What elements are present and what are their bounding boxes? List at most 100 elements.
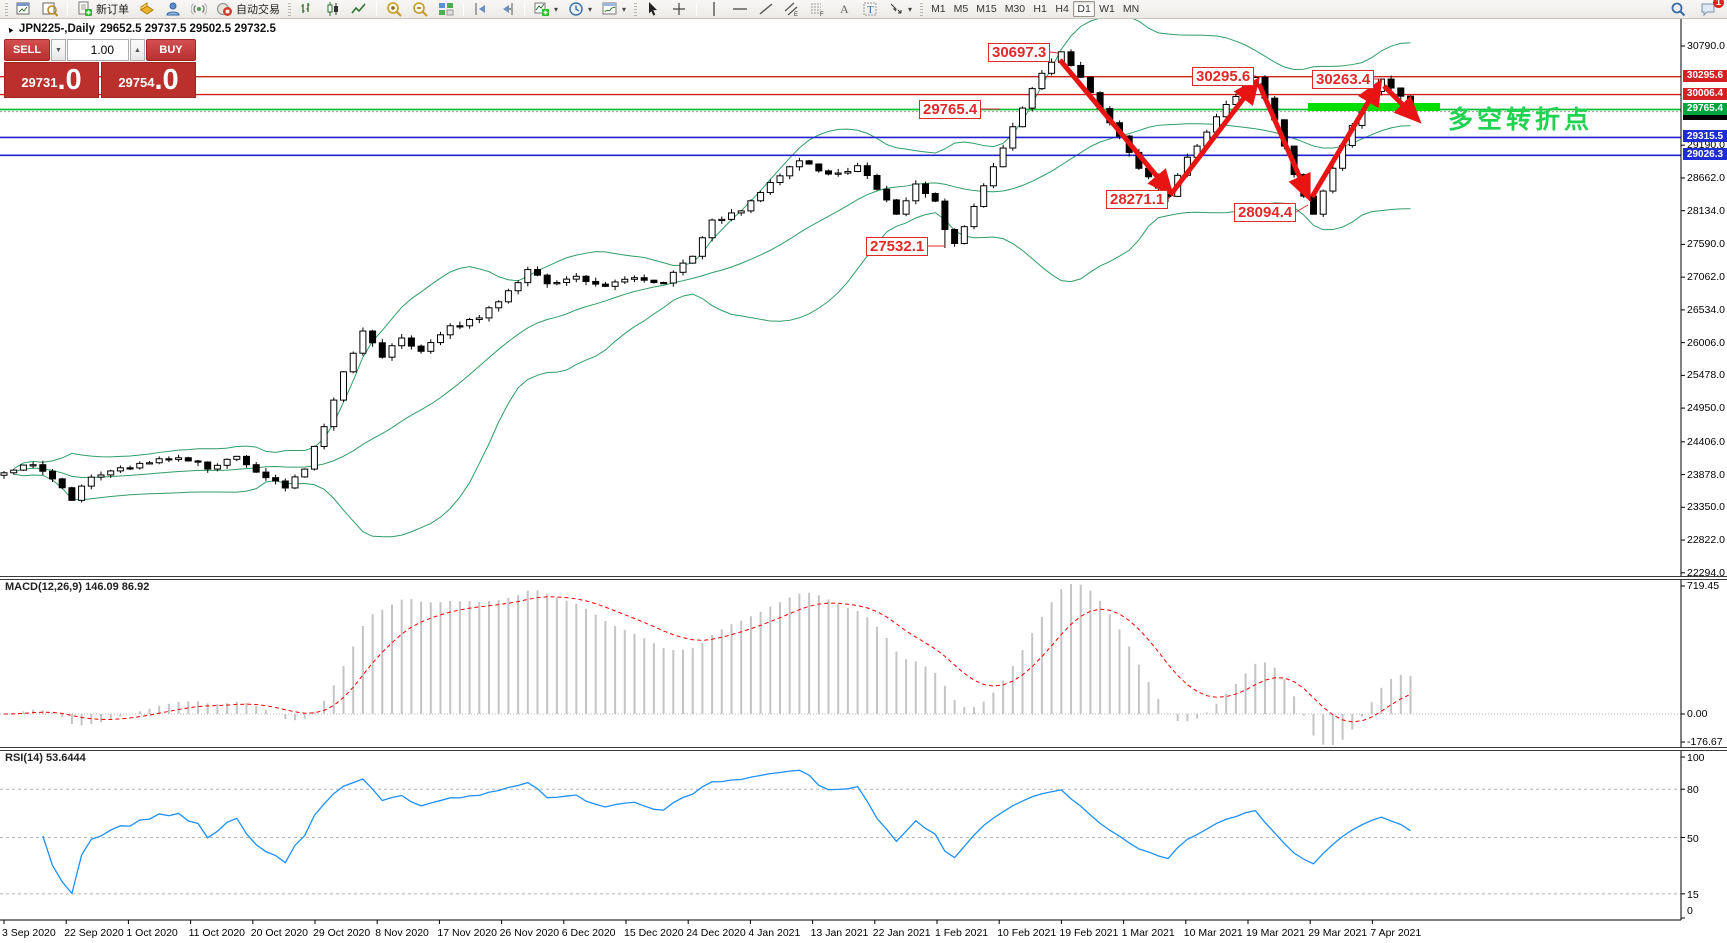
indicators-button[interactable]: ▾ bbox=[530, 1, 562, 18]
candle-body bbox=[786, 166, 794, 177]
chart-window-button[interactable] bbox=[12, 1, 36, 18]
zoom-in-button[interactable] bbox=[382, 1, 406, 18]
buy-price-display[interactable]: 29754.0 bbox=[101, 62, 196, 98]
candle-body bbox=[572, 275, 580, 280]
periods-button[interactable]: ▾ bbox=[564, 1, 596, 18]
timeframe-m1[interactable]: M1 bbox=[931, 3, 946, 15]
candle-body bbox=[213, 464, 221, 470]
trendline-button[interactable] bbox=[754, 1, 778, 18]
timeframe-h4[interactable]: H4 bbox=[1055, 3, 1069, 15]
chart-autoscroll-button[interactable] bbox=[495, 1, 519, 18]
timeframe-h1[interactable]: H1 bbox=[1033, 3, 1047, 15]
arrows-button[interactable]: ▾ bbox=[884, 1, 916, 18]
price-tick: 26534.0 bbox=[1687, 303, 1725, 316]
timeframe-d1[interactable]: D1 bbox=[1073, 1, 1096, 17]
chart-window-icon bbox=[16, 2, 30, 15]
sell-button[interactable]: SELL bbox=[4, 39, 50, 61]
data-window-button[interactable] bbox=[38, 1, 62, 18]
crosshair-icon bbox=[673, 3, 686, 15]
price-badge: 29026.3 bbox=[1683, 148, 1727, 161]
horizontal-line-button[interactable] bbox=[728, 1, 752, 18]
candle-body bbox=[601, 283, 609, 287]
templates-button[interactable]: ▾ bbox=[598, 1, 630, 18]
community-button[interactable] bbox=[161, 1, 185, 18]
chart-shift-button[interactable] bbox=[469, 1, 493, 18]
candle-body bbox=[514, 282, 522, 292]
fibonacci-button[interactable]: F bbox=[806, 1, 830, 18]
candle-body bbox=[960, 226, 968, 244]
price-flag-29765.4[interactable]: 29765.4 bbox=[919, 100, 982, 119]
sell-price-display[interactable]: 29731.0 bbox=[4, 62, 99, 98]
volume-input[interactable]: 1.00 bbox=[67, 39, 129, 61]
price-flag-30697.3[interactable]: 30697.3 bbox=[988, 43, 1051, 62]
candle-body bbox=[39, 464, 47, 472]
candle-body bbox=[854, 165, 862, 173]
candle-body bbox=[708, 219, 716, 239]
date-label: 13 Jan 2021 bbox=[810, 927, 869, 939]
candle-body bbox=[155, 458, 163, 464]
price-tick: 28134.0 bbox=[1687, 204, 1725, 217]
price-flag-30295.6[interactable]: 30295.6 bbox=[1192, 67, 1255, 86]
autotrade-button[interactable]: 自动交易 bbox=[213, 1, 284, 18]
text-label-button[interactable]: T bbox=[858, 1, 882, 18]
candle-body bbox=[611, 281, 619, 287]
zoom-out-button[interactable] bbox=[408, 1, 432, 18]
volume-decrease-button[interactable]: ▼ bbox=[51, 39, 66, 61]
line-chart-button[interactable] bbox=[347, 1, 371, 18]
candlestick-chart-button[interactable] bbox=[321, 1, 345, 18]
vertical-line-icon bbox=[713, 2, 715, 16]
rsi-tick: 100 bbox=[1687, 752, 1705, 764]
line-chart-icon bbox=[351, 3, 366, 14]
price-flag-28271.1[interactable]: 28271.1 bbox=[1106, 190, 1169, 209]
candle-body bbox=[184, 457, 192, 462]
zigzag-arrow-0 bbox=[1058, 58, 1175, 197]
macd-pane-divider[interactable] bbox=[0, 576, 1727, 580]
candle-body bbox=[485, 307, 493, 319]
cursor-button[interactable] bbox=[641, 1, 665, 18]
price-flag-30263.4[interactable]: 30263.4 bbox=[1312, 70, 1375, 89]
text-button[interactable]: A bbox=[832, 1, 856, 18]
notifications-button[interactable]: 1 bbox=[1696, 0, 1724, 18]
new-order-button[interactable]: 新订单 bbox=[73, 1, 133, 18]
rsi-pane-divider[interactable] bbox=[0, 747, 1727, 751]
crosshair-button[interactable] bbox=[667, 1, 691, 18]
rsi-tick: 50 bbox=[1687, 832, 1699, 845]
one-click-trade-panel: SELL ▼ 1.00 ▲ BUY 29731.0 29754.0 bbox=[4, 39, 196, 98]
equidistant-channel-button[interactable]: E bbox=[780, 1, 804, 18]
turning-point-annotation[interactable]: 多空转折点 bbox=[1448, 106, 1594, 134]
buy-button[interactable]: BUY bbox=[146, 39, 196, 61]
price-flag-27532.1[interactable]: 27532.1 bbox=[866, 237, 929, 256]
price-tick: 22822.0 bbox=[1687, 534, 1725, 547]
timeframe-m5[interactable]: M5 bbox=[953, 3, 969, 15]
candle-body bbox=[1067, 51, 1075, 66]
candle-body bbox=[912, 183, 920, 202]
candle-body bbox=[1329, 167, 1337, 192]
date-label: 19 Feb 2021 bbox=[1059, 927, 1119, 939]
timeframe-m30[interactable]: M30 bbox=[1004, 3, 1026, 15]
tile-windows-button[interactable] bbox=[434, 1, 458, 18]
candle-body bbox=[136, 462, 144, 469]
autotrade-icon bbox=[217, 3, 232, 16]
vertical-line-button[interactable] bbox=[702, 1, 726, 18]
candle-body bbox=[970, 205, 978, 228]
timeframe-w1[interactable]: W1 bbox=[1099, 3, 1115, 15]
zigzag-arrow-3 bbox=[1309, 78, 1383, 199]
search-button[interactable] bbox=[1666, 1, 1690, 18]
date-label: 24 Dec 2020 bbox=[686, 927, 746, 939]
volume-increase-button[interactable]: ▲ bbox=[130, 39, 145, 61]
timeframe-m15[interactable]: M15 bbox=[976, 3, 997, 15]
bar-chart-button[interactable] bbox=[295, 1, 319, 18]
candle-body bbox=[301, 468, 309, 478]
price-flag-28094.4[interactable]: 28094.4 bbox=[1234, 203, 1297, 222]
signals-button[interactable] bbox=[187, 1, 211, 18]
candle-body bbox=[776, 175, 784, 184]
candle-body bbox=[378, 342, 386, 358]
date-label: 19 Mar 2021 bbox=[1246, 927, 1305, 939]
date-label: 15 Dec 2020 bbox=[624, 927, 684, 939]
candle-body bbox=[466, 319, 474, 327]
history-center-button[interactable] bbox=[135, 1, 159, 18]
timeframe-mn[interactable]: MN bbox=[1122, 3, 1140, 15]
candle-body bbox=[805, 160, 813, 165]
price-tick: 27062.0 bbox=[1687, 271, 1725, 284]
